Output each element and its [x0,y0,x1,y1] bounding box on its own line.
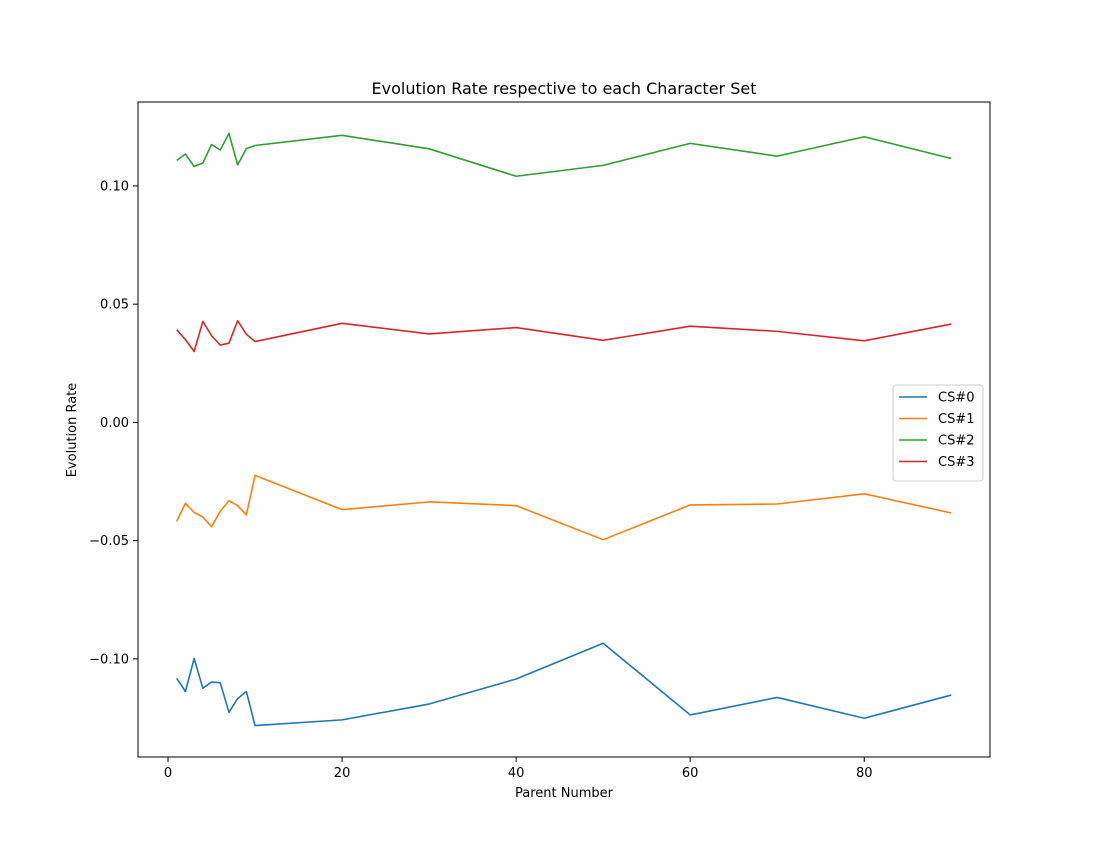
x-tick-label: 80 [856,766,873,781]
x-tick-label: 40 [508,766,525,781]
y-tick-label: 0.10 [100,179,129,194]
x-tick-label: 60 [682,766,699,781]
series-line-3 [176,319,952,353]
legend-label: CS#2 [938,434,975,449]
series-line-1 [176,474,952,541]
series-line-2 [176,132,952,178]
y-tick-label: 0.05 [100,298,129,313]
chart-title: Evolution Rate respective to each Charac… [372,79,757,98]
plot-lines [176,132,952,727]
legend-label: CS#3 [938,455,975,470]
x-axis-label: Parent Number [515,786,614,801]
y-axis-label: Evolution Rate [65,383,80,478]
x-tick-label: 0 [164,766,172,781]
series-line-0 [176,642,952,727]
x-tick-label: 20 [334,766,351,781]
y-tick-label: −0.05 [89,534,129,549]
legend-box [892,384,984,482]
y-tick-label: 0.00 [100,416,129,431]
x-axis-ticks: 0 20 40 60 80 [164,757,873,781]
legend-label: CS#1 [938,412,975,427]
y-tick-label: −0.10 [89,652,129,667]
legend: CS#0 CS#1 CS#2 CS#3 [892,384,984,482]
plot-frame [137,101,991,758]
legend-label: CS#0 [938,391,975,406]
y-axis-ticks: −0.10 −0.05 0.00 0.05 0.10 [89,179,138,667]
